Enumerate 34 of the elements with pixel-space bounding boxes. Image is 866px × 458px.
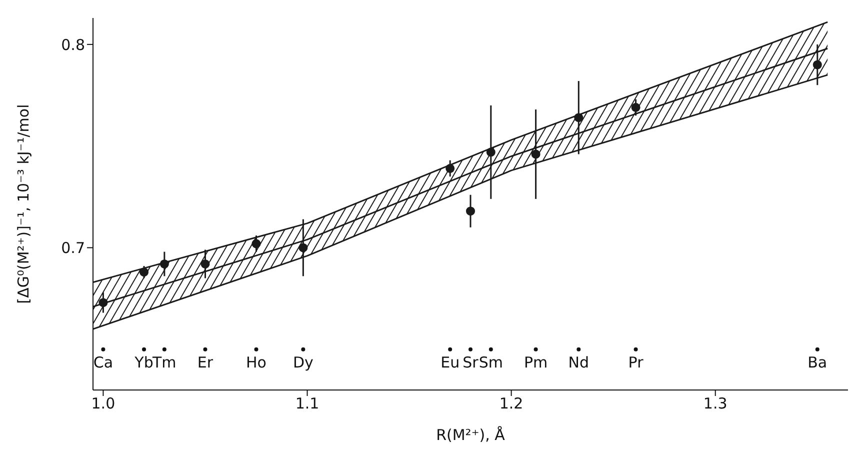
point bbox=[98, 298, 108, 308]
point bbox=[531, 150, 540, 159]
annotation: Tm bbox=[152, 353, 176, 372]
y-tick-label: 0.8 bbox=[61, 36, 85, 54]
annotation: Pr bbox=[628, 353, 644, 372]
point bbox=[466, 206, 476, 216]
x-tick-label: 1.0 bbox=[91, 394, 116, 413]
annotation: Pm bbox=[524, 353, 548, 372]
point bbox=[812, 60, 822, 70]
x-tick-label: 1.3 bbox=[703, 394, 728, 413]
annotation: Nd bbox=[568, 353, 590, 372]
y-axis-title: [ΔG⁰(M²⁺)]⁻¹, 10⁻³ kJ⁻¹/mol bbox=[14, 104, 32, 304]
x-tick-label: 1.1 bbox=[295, 394, 320, 413]
x-axis-title: R(M²⁺), Å bbox=[436, 426, 506, 444]
annotation: Ca bbox=[93, 353, 114, 372]
annotation: Sm bbox=[478, 353, 503, 372]
annotation: Ba bbox=[808, 353, 828, 372]
annotation: Dy bbox=[292, 353, 314, 372]
annotation: Ho bbox=[246, 353, 266, 372]
point bbox=[140, 268, 149, 277]
annotation: Eu bbox=[440, 353, 460, 372]
annotation: Yb bbox=[134, 353, 154, 372]
point bbox=[574, 113, 584, 122]
point bbox=[252, 239, 261, 248]
annotation: Er bbox=[197, 353, 214, 372]
point bbox=[200, 259, 210, 268]
y-tick-label: 0.7 bbox=[61, 239, 85, 258]
annotation: Sr bbox=[462, 353, 480, 372]
point bbox=[631, 102, 640, 112]
x-tick-label: 1.2 bbox=[499, 394, 524, 413]
point bbox=[298, 243, 308, 252]
point bbox=[160, 259, 169, 268]
point bbox=[446, 164, 455, 173]
point bbox=[486, 148, 496, 157]
